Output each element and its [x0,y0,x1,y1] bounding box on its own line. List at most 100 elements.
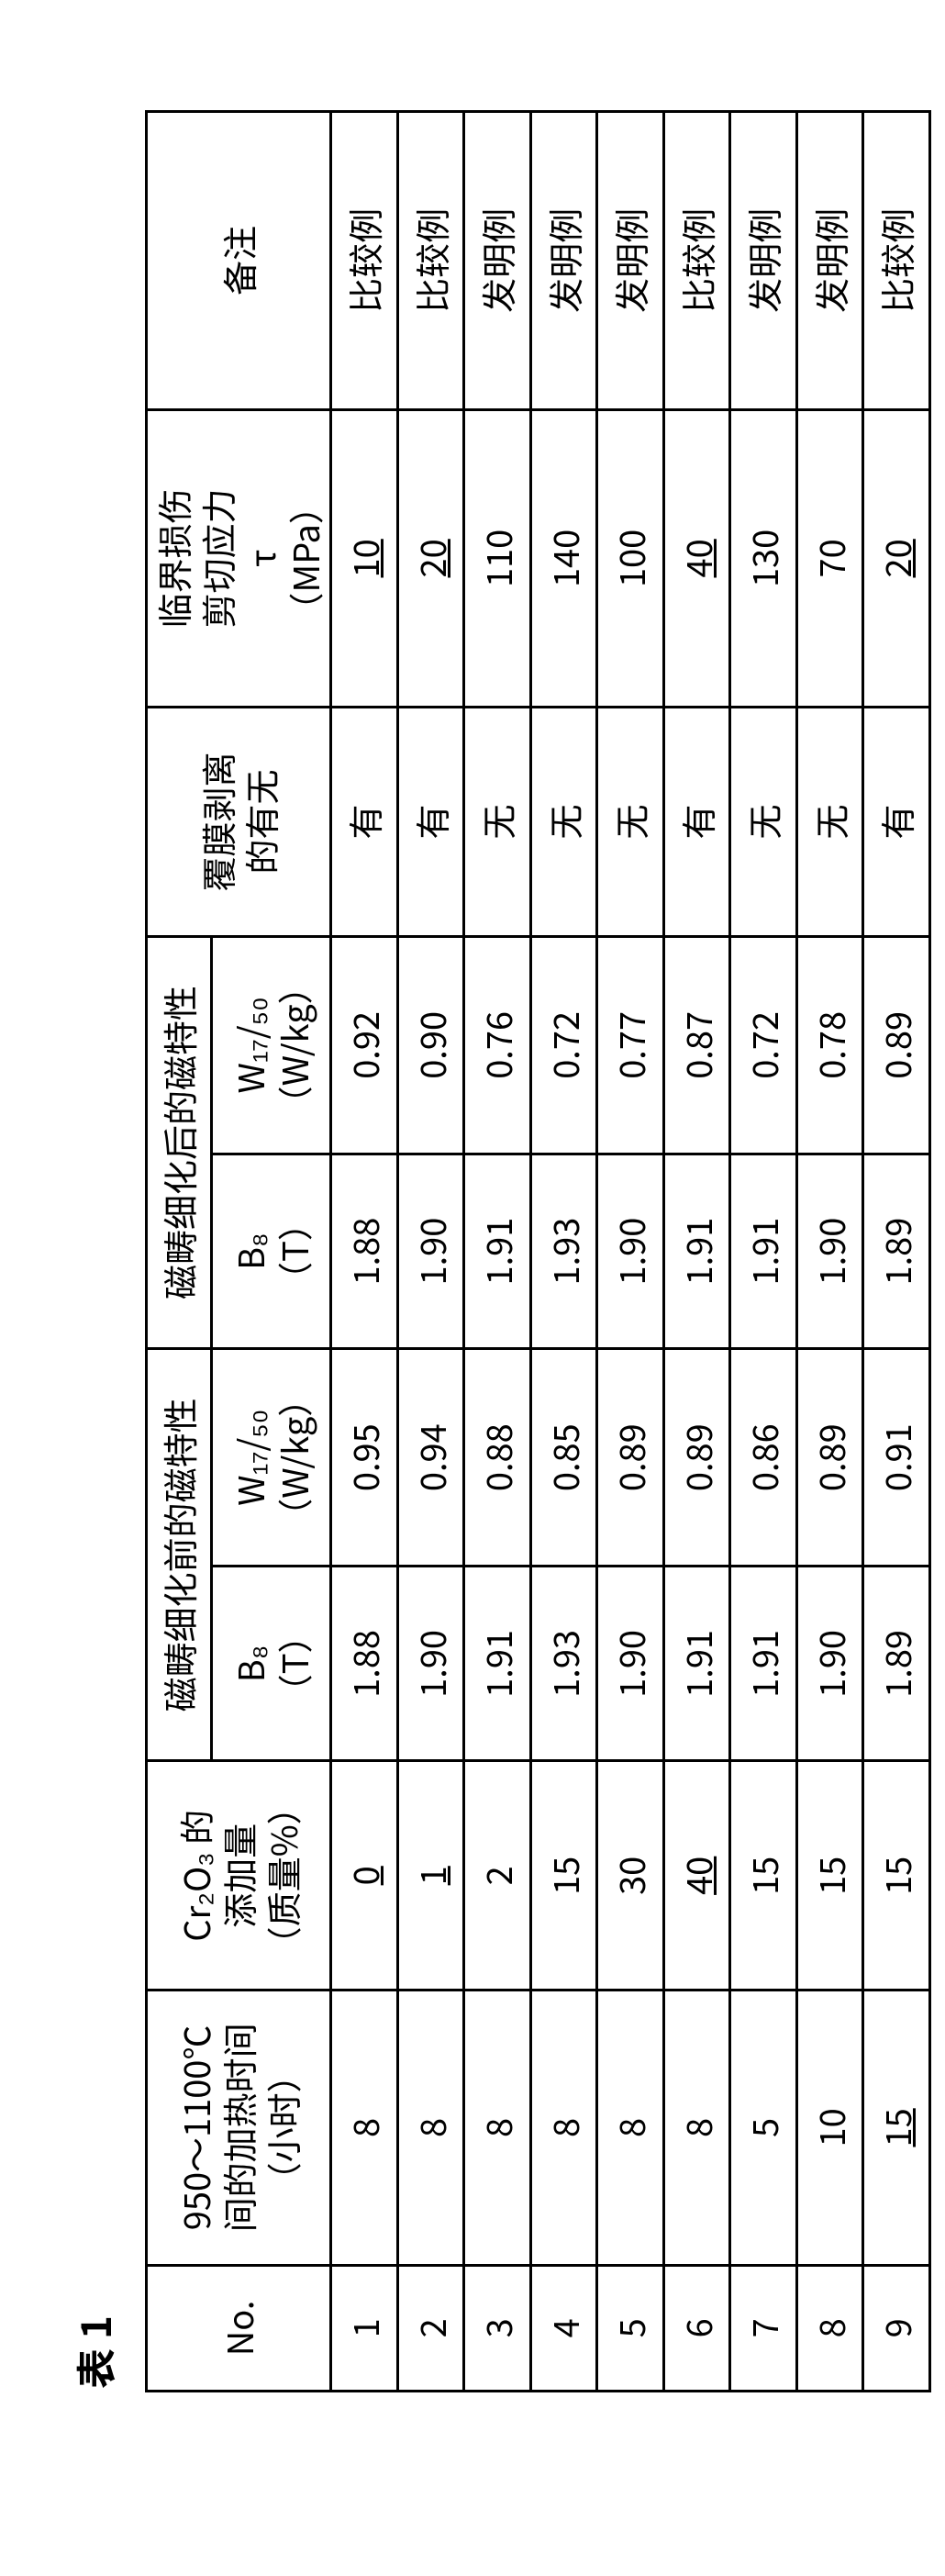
table-row: 58301.900.891.900.77无100发明例 [597,112,664,2392]
table-caption: 表 1 [64,110,123,2389]
cell-peel: 有 [663,708,730,937]
cell-cr: 40 [663,1761,730,1991]
col-group-after: 磁畴细化后的磁特性 [147,936,212,1348]
cell-b8-after: 1.90 [397,1154,464,1348]
col-heat: 950～1100℃ 间的加热时间 （小时） [147,1991,331,2266]
cell-b8-after: 1.88 [331,1154,398,1348]
col-tau-unit: （MPa） [283,417,327,701]
cell-tau: 140 [530,409,597,708]
col-heat-l1: 950～1100℃ [173,1997,217,2258]
cell-b8-before: 1.91 [730,1567,797,1761]
cell-note: 比较例 [663,112,730,410]
cell-w17-after: 0.90 [397,936,464,1154]
cell-heat: 5 [730,1991,797,2266]
cell-note: 发明例 [597,112,664,410]
table-row: 1801.880.951.880.92有10比较例 [331,112,398,2392]
table-row: 915151.890.911.890.89有20比较例 [863,112,930,2392]
cell-heat: 10 [796,1991,863,2266]
cell-no: 4 [530,2265,597,2391]
col-note: 备注 [147,112,331,410]
cell-tau: 70 [796,409,863,708]
cell-b8-after: 1.90 [796,1154,863,1348]
cell-heat: 8 [397,1991,464,2266]
cell-b8-after: 1.91 [663,1154,730,1348]
cell-b8-after: 1.89 [863,1154,930,1348]
cell-w17-before: 0.86 [730,1349,797,1567]
cell-no: 3 [464,2265,531,2391]
cell-cr: 15 [796,1761,863,1991]
cell-no: 1 [331,2265,398,2391]
cell-tau: 20 [863,409,930,708]
table-body: 1801.880.951.880.92有10比较例2811.900.941.90… [331,112,930,2392]
cell-no: 8 [796,2265,863,2391]
col-b8-before-unit: （T） [272,1573,316,1754]
col-tau-sym: τ [239,417,283,701]
table-row: 68401.910.891.910.87有40比较例 [663,112,730,2392]
cell-w17-before: 0.94 [397,1349,464,1567]
cell-w17-before: 0.85 [530,1349,597,1567]
head-row-1: No. 950～1100℃ 间的加热时间 （小时） Cr₂O₃ 的 添加量 （质… [147,112,212,2392]
cell-b8-before: 1.90 [397,1567,464,1761]
cell-b8-before: 1.91 [663,1567,730,1761]
cell-w17-before: 0.88 [464,1349,531,1567]
table-row: 2811.900.941.900.90有20比较例 [397,112,464,2392]
data-table: No. 950～1100℃ 间的加热时间 （小时） Cr₂O₃ 的 添加量 （质… [145,110,931,2392]
cell-w17-before: 0.89 [597,1349,664,1567]
cell-peel: 无 [730,708,797,937]
cell-note: 发明例 [796,112,863,410]
col-cr2o3-l2: 添加量 [217,1768,261,1983]
cell-tau: 130 [730,409,797,708]
col-w17-before-label: W₁₇/₅₀ [228,1355,272,1559]
col-w17-after-label: W₁₇/₅₀ [228,943,272,1147]
cell-note: 发明例 [464,112,531,410]
col-peel: 覆膜剥离 的有无 [147,708,331,937]
col-group-before: 磁畴细化前的磁特性 [147,1349,212,1761]
col-cr2o3-l1: Cr₂O₃ 的 [173,1768,217,1983]
cell-heat: 8 [663,1991,730,2266]
cell-heat: 8 [464,1991,531,2266]
cell-b8-before: 1.90 [796,1567,863,1761]
cell-peel: 无 [530,708,597,937]
cell-cr: 15 [863,1761,930,1991]
col-b8-after: B₈ （T） [212,1154,331,1348]
table-row: 810151.900.891.900.78无70发明例 [796,112,863,2392]
cell-w17-after: 0.72 [530,936,597,1154]
cell-w17-after: 0.78 [796,936,863,1154]
cell-tau: 10 [331,409,398,708]
cell-w17-after: 0.76 [464,936,531,1154]
table-row: 3821.910.881.910.76无110发明例 [464,112,531,2392]
cell-cr: 15 [530,1761,597,1991]
table-row: 75151.910.861.910.72无130发明例 [730,112,797,2392]
col-w17-before: W₁₇/₅₀ （W/kg） [212,1349,331,1567]
col-heat-unit: （小时） [261,1997,305,2258]
col-b8-before-label: B₈ [228,1573,272,1754]
cell-no: 6 [663,2265,730,2391]
cell-peel: 有 [331,708,398,937]
cell-cr: 2 [464,1761,531,1991]
col-w17-after-unit: （W/kg） [272,943,316,1147]
cell-w17-after: 0.72 [730,936,797,1154]
cell-tau: 40 [663,409,730,708]
cell-w17-after: 0.87 [663,936,730,1154]
col-no: No. [147,2265,331,2391]
table-head: No. 950～1100℃ 间的加热时间 （小时） Cr₂O₃ 的 添加量 （质… [147,112,331,2392]
cell-note: 比较例 [397,112,464,410]
cell-no: 5 [597,2265,664,2391]
col-w17-after: W₁₇/₅₀ （W/kg） [212,936,331,1154]
col-b8-before: B₈ （T） [212,1567,331,1761]
cell-tau: 20 [397,409,464,708]
col-peel-l1: 覆膜剥离 [195,714,239,930]
col-peel-l2: 的有无 [239,714,283,930]
cell-heat: 8 [530,1991,597,2266]
cell-b8-after: 1.91 [464,1154,531,1348]
cell-w17-before: 0.91 [863,1349,930,1567]
cell-cr: 30 [597,1761,664,1991]
col-cr2o3: Cr₂O₃ 的 添加量 （质量%） [147,1761,331,1991]
cell-b8-before: 1.89 [863,1567,930,1761]
cell-no: 9 [863,2265,930,2391]
cell-w17-before: 0.89 [663,1349,730,1567]
cell-b8-before: 1.90 [597,1567,664,1761]
cell-heat: 15 [863,1991,930,2266]
cell-w17-before: 0.95 [331,1349,398,1567]
cell-note: 发明例 [530,112,597,410]
